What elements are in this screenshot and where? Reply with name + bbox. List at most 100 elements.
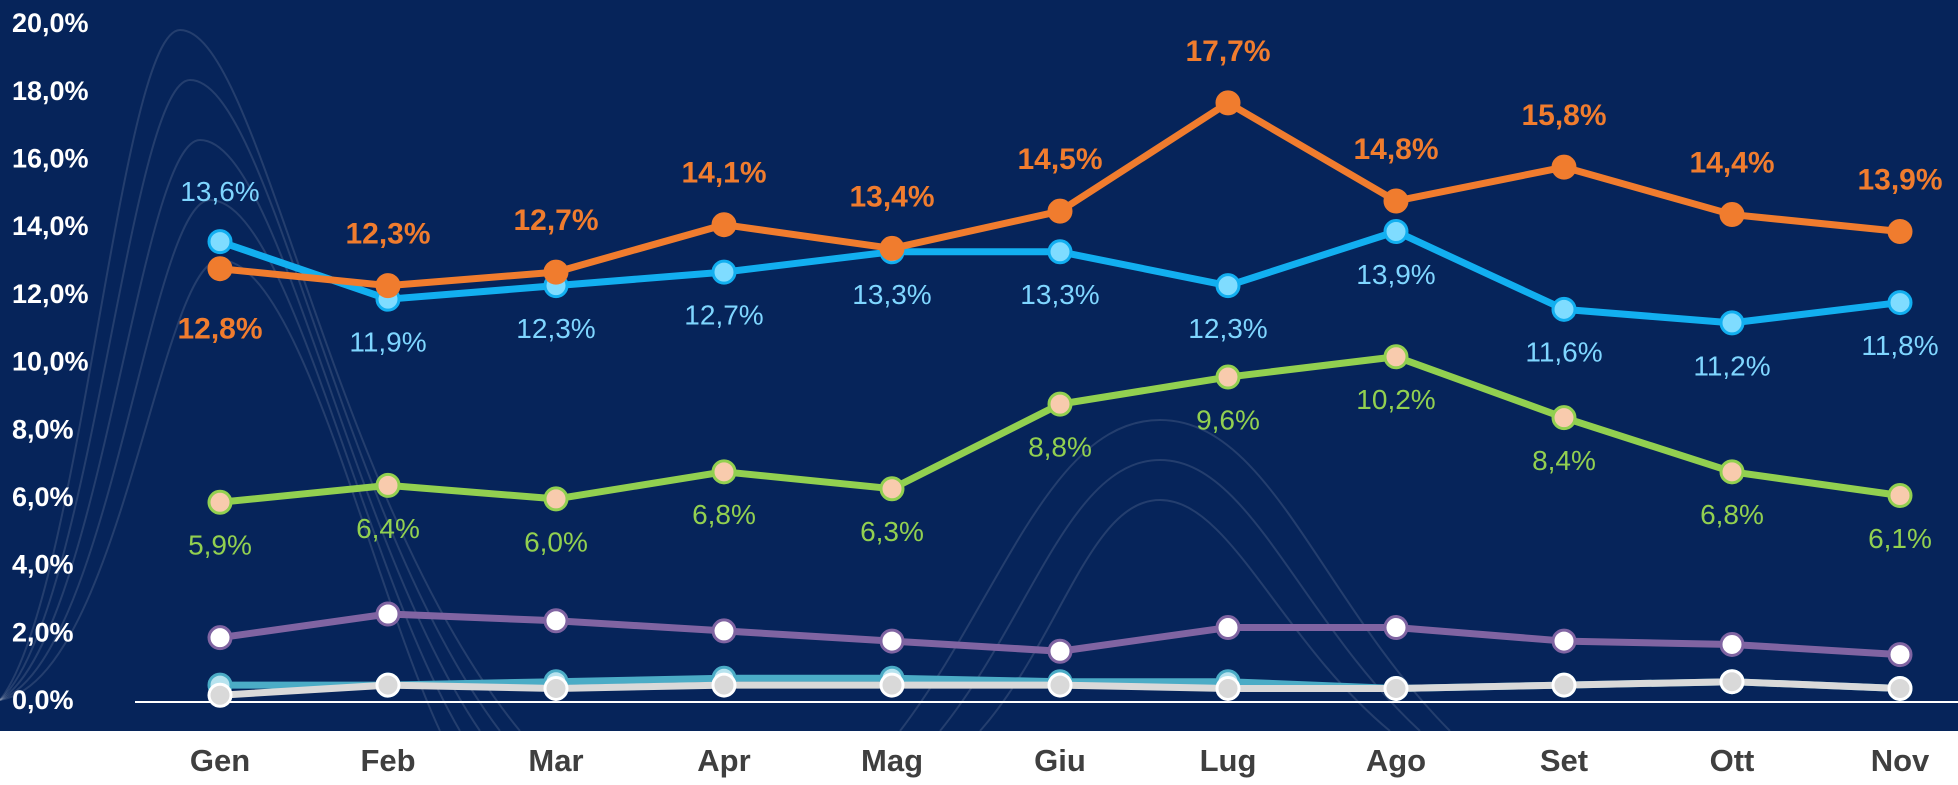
marker	[1385, 346, 1407, 368]
y-tick-label: 16,0%	[12, 144, 89, 174]
marker	[209, 491, 231, 513]
marker	[1553, 298, 1575, 320]
x-tick-label: Giu	[1034, 743, 1086, 778]
x-tick-label: Ago	[1366, 743, 1426, 778]
x-tick-label: Mar	[528, 743, 583, 778]
marker	[713, 674, 735, 696]
marker	[545, 677, 567, 699]
data-label: 11,2%	[1693, 350, 1770, 381]
marker	[1217, 366, 1239, 388]
marker	[545, 488, 567, 510]
x-tick-label: Mag	[861, 743, 923, 778]
data-label: 6,0%	[524, 526, 588, 557]
marker	[1721, 312, 1743, 334]
marker	[377, 275, 399, 297]
marker	[713, 620, 735, 642]
marker	[881, 630, 903, 652]
y-tick-label: 18,0%	[12, 76, 89, 106]
y-tick-label: 14,0%	[12, 211, 89, 241]
x-tick-label: Ott	[1710, 743, 1755, 778]
marker	[713, 261, 735, 283]
data-label: 6,8%	[1700, 499, 1764, 530]
data-label: 14,1%	[681, 157, 766, 190]
marker	[1049, 640, 1071, 662]
data-label: 12,8%	[177, 313, 262, 346]
marker	[1721, 633, 1743, 655]
data-label: 13,4%	[849, 180, 934, 213]
data-label: 14,8%	[1353, 133, 1438, 166]
marker	[713, 461, 735, 483]
marker	[545, 610, 567, 632]
data-label: 11,8%	[1861, 330, 1938, 361]
x-tick-label: Apr	[697, 743, 750, 778]
plot-background	[0, 0, 1958, 731]
data-label: 11,9%	[349, 327, 426, 358]
x-tick-label: Gen	[190, 743, 250, 778]
data-label: 8,8%	[1028, 432, 1092, 463]
data-label: 13,3%	[852, 279, 931, 310]
marker	[713, 214, 735, 236]
y-tick-label: 10,0%	[12, 347, 89, 377]
marker	[1553, 156, 1575, 178]
marker	[1553, 407, 1575, 429]
marker	[1385, 617, 1407, 639]
marker	[1553, 674, 1575, 696]
data-label: 11,6%	[1525, 337, 1602, 368]
data-label: 6,1%	[1868, 523, 1932, 554]
marker	[377, 603, 399, 625]
marker	[1721, 671, 1743, 693]
marker	[209, 684, 231, 706]
marker	[545, 261, 567, 283]
data-label: 5,9%	[188, 530, 252, 561]
y-tick-label: 0,0%	[12, 685, 74, 715]
marker	[1889, 677, 1911, 699]
x-tick-label: Set	[1540, 743, 1588, 778]
x-tick-label: Feb	[360, 743, 415, 778]
data-label: 12,3%	[1188, 313, 1267, 344]
marker	[881, 478, 903, 500]
marker	[209, 627, 231, 649]
x-tick-label: Lug	[1200, 743, 1257, 778]
y-tick-label: 4,0%	[12, 550, 74, 580]
marker	[1889, 644, 1911, 666]
data-label: 15,8%	[1521, 99, 1606, 132]
marker	[1889, 220, 1911, 242]
marker	[1721, 204, 1743, 226]
marker	[1049, 241, 1071, 263]
y-tick-label: 20,0%	[12, 8, 89, 38]
chart: 0,0% 2,0% 4,0% 6,0% 8,0% 10,0% 12,0% 14,0% 16,0%…	[0, 0, 1958, 785]
marker	[1217, 275, 1239, 297]
x-tick-label: Nov	[1871, 743, 1930, 778]
y-tick-label: 2,0%	[12, 617, 74, 647]
marker	[209, 231, 231, 253]
data-label: 8,4%	[1532, 445, 1596, 476]
marker	[1385, 190, 1407, 212]
data-label: 14,4%	[1689, 146, 1774, 179]
marker	[1049, 393, 1071, 415]
marker	[1217, 617, 1239, 639]
marker	[881, 674, 903, 696]
data-label: 13,6%	[180, 176, 259, 207]
data-label: 12,7%	[513, 204, 598, 237]
data-label: 6,3%	[860, 516, 924, 547]
marker	[1217, 92, 1239, 114]
y-tick-label: 12,0%	[12, 279, 89, 309]
marker	[1049, 674, 1071, 696]
data-label: 9,6%	[1196, 404, 1260, 435]
data-label: 12,7%	[684, 299, 763, 330]
data-label: 13,3%	[1020, 279, 1099, 310]
y-tick-label: 6,0%	[12, 482, 74, 512]
data-label: 13,9%	[1356, 259, 1435, 290]
data-label: 6,8%	[692, 499, 756, 530]
data-label: 14,5%	[1017, 143, 1102, 176]
marker	[1217, 677, 1239, 699]
data-label: 12,3%	[516, 313, 595, 344]
data-label: 12,3%	[345, 218, 430, 251]
data-label: 10,2%	[1356, 384, 1435, 415]
y-tick-label: 8,0%	[12, 414, 74, 444]
marker	[1721, 461, 1743, 483]
marker	[377, 474, 399, 496]
marker	[1889, 292, 1911, 314]
marker	[1385, 677, 1407, 699]
data-label: 6,4%	[356, 513, 420, 544]
